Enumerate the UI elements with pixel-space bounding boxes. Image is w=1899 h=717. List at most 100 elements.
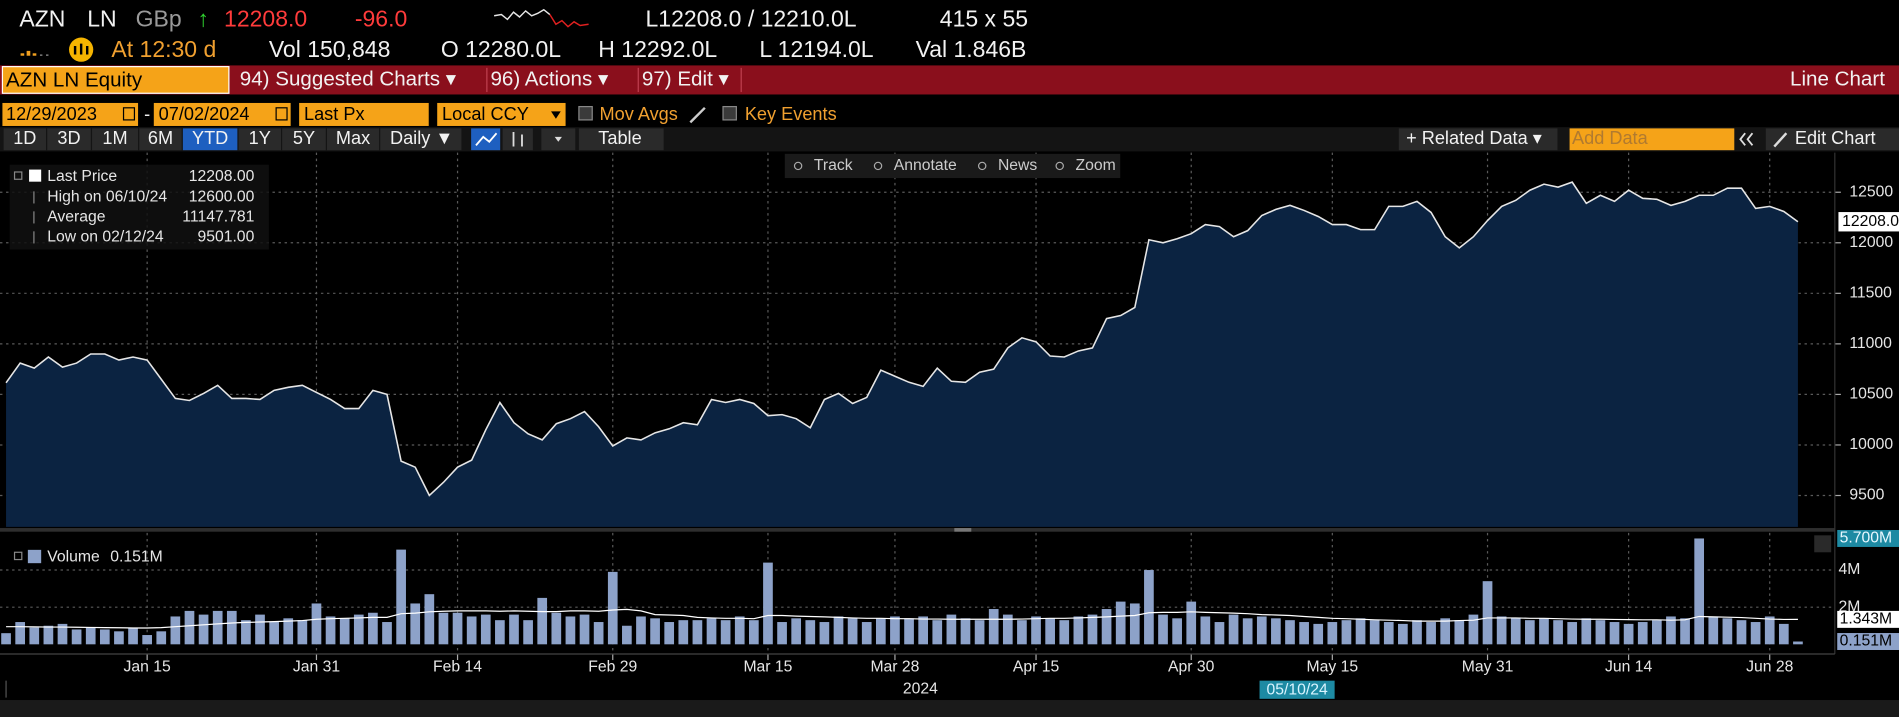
table-button[interactable] [578,128,664,151]
volume-bar [960,618,971,645]
bar-type-button[interactable] [502,128,533,151]
x-tick-label: Apr 15 [1013,658,1060,675]
volume-bar [1482,581,1493,645]
currency-input[interactable] [437,102,566,126]
volume-bar [1214,622,1225,645]
period-button[interactable] [139,128,182,151]
volume-bar [1525,620,1535,645]
security-input[interactable] [1,66,230,94]
cursor-date-box [1259,680,1335,699]
period-button[interactable] [238,128,281,151]
period-label: 6M [148,128,173,148]
volume-bar [861,622,872,645]
panel-handle[interactable] [954,528,972,532]
volume-marker [1837,529,1899,547]
volume-bar [1073,616,1084,645]
alert-icon-glyph [73,43,89,55]
edit-chart-button[interactable] [1765,128,1899,151]
volume-bar [1341,620,1352,645]
volume-average [6,608,1798,629]
pencil-icon[interactable] [689,106,706,124]
tool-icon [873,161,883,171]
volume-bar [170,616,181,645]
volume-bar [1736,620,1747,645]
tool-button[interactable]: News [998,157,1037,174]
key-events[interactable]: Key Events [745,104,837,124]
field-input[interactable] [299,102,429,126]
y-tick-label: 11500 [1849,284,1892,301]
volume-bar [1510,618,1521,645]
volume-bar [1623,623,1634,645]
start-date-input[interactable] [2,102,139,126]
volume-bar [184,610,195,645]
period-label: 5Y [293,128,315,148]
period-button[interactable] [326,128,380,151]
volume-bar [452,612,463,645]
volume-marker-label: 5.700M [1840,530,1892,547]
legend-box [9,164,269,250]
y-tick-label: 12500 [1849,183,1893,200]
volume-bar [1496,616,1507,645]
volume-bar [523,620,533,645]
volume-bar [29,627,40,645]
volume-bar [1355,618,1366,645]
frequency-button[interactable] [380,128,462,151]
calendar-icon[interactable] [122,107,136,121]
period-button[interactable] [182,128,238,151]
x-tick-label: Jan 15 [124,658,171,675]
volume-marker [1837,633,1899,650]
volume-legend-label: Volume [47,548,100,565]
currency-setting: Local CCY [442,104,529,124]
volume-bar [1002,614,1013,645]
tool-button[interactable]: Zoom [1075,157,1115,174]
volume-bar [1778,623,1789,645]
frequency: Daily ▼ [390,128,453,148]
volume-bar [988,609,999,645]
volume-bar [466,616,477,645]
volume-bar [114,631,124,645]
volume-bar [1680,618,1690,645]
x-tick-label: Feb 14 [433,658,482,675]
volume-bar [99,629,110,645]
add-data-input[interactable] [1569,128,1735,151]
checkbox[interactable] [722,105,737,121]
collapse-icon[interactable] [1739,132,1754,146]
related-data-button[interactable] [1398,128,1558,151]
volume-bar [1087,614,1098,645]
volume-bar [890,616,900,645]
volume-bar [1539,618,1549,645]
volume-bar [1468,614,1479,645]
tool-button[interactable]: Track [814,157,853,174]
volume-bar [1327,622,1338,645]
period-button[interactable] [92,128,139,151]
legend-toggle[interactable] [13,551,23,561]
x-tick-label: May 31 [1462,658,1514,675]
period-button[interactable] [47,128,91,151]
volume-bar [424,594,435,645]
volume-bar [1440,618,1451,645]
x-tick-label: Mar 28 [870,658,919,675]
tool-button[interactable]: Annotate [894,157,957,174]
volume-bar [918,616,929,645]
end-date-input[interactable] [153,102,291,126]
period-label: 3D [57,128,80,148]
period-label: 1D [13,128,36,148]
command-bar [0,65,1899,95]
checkbox[interactable] [578,105,593,121]
period-button[interactable] [282,128,326,151]
tool-icon [793,161,803,171]
volume-icon [20,50,49,56]
volume-bar [1426,622,1436,645]
volume-bar [311,603,322,645]
period-button[interactable] [3,128,47,151]
panel-scale-control[interactable] [1814,535,1832,553]
chart-name: Line Chart [1790,67,1885,90]
legend-toggle[interactable] [13,171,23,180]
volume-bar [1045,618,1055,645]
mov-avgs[interactable]: Mov Avgs [599,104,677,124]
calendar-icon[interactable] [275,107,288,121]
volume-bar [946,614,957,645]
volume-bar [1383,622,1394,645]
year-label: 2024 [903,680,938,697]
legend-label: Average [47,209,106,226]
